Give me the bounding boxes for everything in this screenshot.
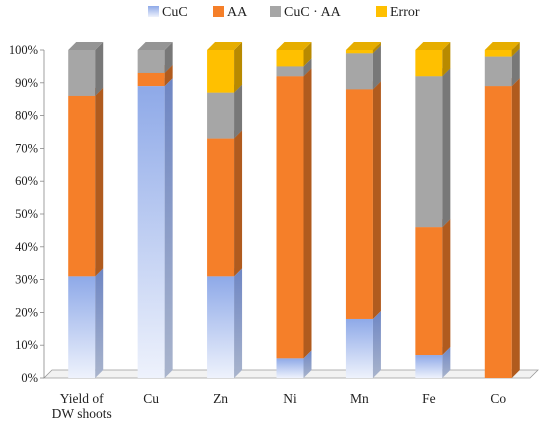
legend-item: Error	[376, 5, 420, 20]
x-tick-label: Mn	[350, 391, 369, 406]
legend-swatch	[213, 6, 224, 17]
bar-segment	[207, 84, 243, 139]
legend-item: CuC · AA	[270, 5, 342, 20]
bar-segment	[415, 68, 451, 228]
bar-segment	[207, 42, 243, 93]
legend-label: AA	[227, 5, 248, 20]
y-tick-label: 80%	[15, 109, 38, 123]
bar-segment	[415, 42, 451, 77]
bar-stack	[276, 42, 312, 378]
x-tick-label: Ni	[283, 391, 297, 406]
legend-item: CuC	[148, 5, 188, 20]
x-tick-label: Fe	[422, 391, 436, 406]
bar-segment	[345, 310, 381, 378]
bar-segment	[68, 87, 104, 277]
legend-label: CuC · AA	[284, 5, 342, 20]
bar-segment	[484, 78, 520, 378]
bar-segment	[207, 130, 243, 277]
x-tick-label: Co	[490, 391, 506, 406]
chart-axes: 0% 10% 20% 30% 40% 50% 60% 70% 80% 90% 100%	[9, 43, 539, 385]
bar-segment	[345, 81, 381, 319]
bar-segment	[415, 219, 451, 356]
legend-item: AA	[213, 5, 248, 20]
y-tick-label: 10%	[15, 338, 38, 352]
legend-label: CuC	[162, 5, 188, 20]
y-tick-label: 20%	[15, 305, 38, 319]
bar-segment	[484, 42, 520, 57]
bar-segment	[345, 42, 381, 54]
bar-stack	[68, 42, 104, 378]
bar-stack	[484, 42, 520, 378]
bar-segment	[276, 68, 312, 359]
bar-segment	[68, 268, 104, 378]
legend-swatch	[270, 6, 281, 17]
legend-swatch	[376, 6, 387, 17]
x-tick-label: Yield of DW shoots	[52, 391, 112, 421]
bar-stack	[345, 42, 381, 378]
bar-segment	[137, 42, 173, 73]
bar-segment	[137, 78, 173, 378]
x-tick-label: Cu	[143, 391, 159, 406]
chart-legend: CuC AA CuC · AA Error	[148, 5, 420, 20]
y-tick-label: 100%	[9, 43, 38, 57]
y-tick-label: 60%	[15, 174, 38, 188]
y-tick-label: 40%	[15, 240, 38, 254]
y-tick-label: 30%	[15, 273, 38, 287]
bar-stack	[137, 42, 173, 378]
y-tick-label: 70%	[15, 141, 38, 155]
chart-bars	[68, 42, 520, 378]
bar-segment	[276, 42, 312, 67]
legend-swatch	[148, 6, 159, 17]
legend-label: Error	[390, 5, 420, 20]
y-tick-label: 90%	[15, 76, 38, 90]
x-axis-labels: Yield of DW shoots Cu Zn Ni Mn Fe Co	[52, 391, 507, 421]
bar-stack	[415, 42, 451, 378]
bar-stack	[207, 42, 243, 378]
bar-segment	[68, 42, 104, 96]
y-tick-label: 50%	[15, 207, 38, 221]
y-tick-label: 0%	[21, 371, 38, 385]
bar-segment	[207, 268, 243, 378]
x-tick-label: Zn	[213, 391, 228, 406]
